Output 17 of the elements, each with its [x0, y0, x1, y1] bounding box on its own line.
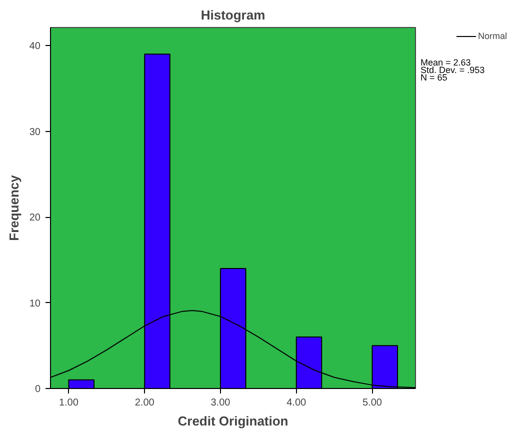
y-tick-label: 10 — [29, 298, 41, 310]
x-tick-label: 4.00 — [286, 398, 307, 408]
text: Mean = 2.63 — [420, 58, 471, 68]
y-tick-label: 40 — [29, 41, 41, 52]
text: N = 65 — [420, 72, 448, 83]
x-tick-label: 2.00 — [134, 398, 155, 408]
y-tick-label: 30 — [29, 126, 41, 138]
y-axis-title: Frequency — [6, 174, 22, 241]
legend-label: Normal — [478, 31, 507, 41]
x-axis-title: Credit Origination — [178, 414, 288, 428]
x-tick-label: 5.00 — [362, 398, 382, 408]
x-tick-label: 3.00 — [210, 398, 231, 408]
x-tick-label: 1.00 — [58, 398, 79, 408]
y-tick-label: 0 — [34, 384, 41, 395]
text: Std. Dev. = .953 — [420, 65, 485, 76]
y-tick-label: 20 — [29, 212, 41, 224]
chart-title: Histogram — [200, 8, 266, 22]
